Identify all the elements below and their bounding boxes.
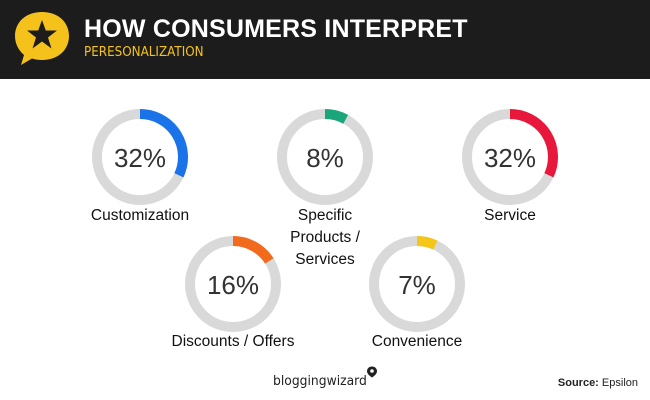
donut-arc-specific-products-services [324,109,349,124]
donut-arc-discounts-offers [232,236,274,264]
donut-value-customization: 32% [114,143,166,173]
donut-label-customization: Customization [91,207,189,224]
donut-label-discounts-offers: Discounts / Offers [172,333,295,350]
donut-label-service: Service [484,207,536,224]
donut-arc-convenience [416,236,438,250]
donut-arc-service [509,109,558,178]
location-pin-icon [367,366,377,378]
donut-value-discounts-offers: 16% [207,270,259,300]
source-note: Source: Epsilon [558,377,638,389]
donut-arc-customization [139,109,188,178]
source-label: Source: [557,377,599,389]
chart-subtitle: PERESONALIZATION [84,45,204,60]
donut-value-specific-products-services: 8% [306,143,344,173]
donut-label-specific-products-services-line-3: Services [295,251,355,268]
donut-charts: 32% Customization 8% Specific Products / Serv… [91,109,558,350]
donut-value-convenience: 7% [398,270,436,300]
brand-logo: bloggingwizard [273,374,367,389]
donut-value-service: 32% [484,143,536,173]
source-value: Epsilon [601,377,638,389]
chart-title: HOW CONSUMERS INTERPRET [84,15,468,43]
donut-label-specific-products-services-line-2: Products / [290,229,360,246]
donut-label-specific-products-services-line-1: Specific [298,207,353,224]
donut-label-convenience: Convenience [372,333,462,350]
header-bar: HOW CONSUMERS INTERPRET PERESONALIZATION [0,0,650,79]
star-speech-bubble-icon [15,12,69,65]
